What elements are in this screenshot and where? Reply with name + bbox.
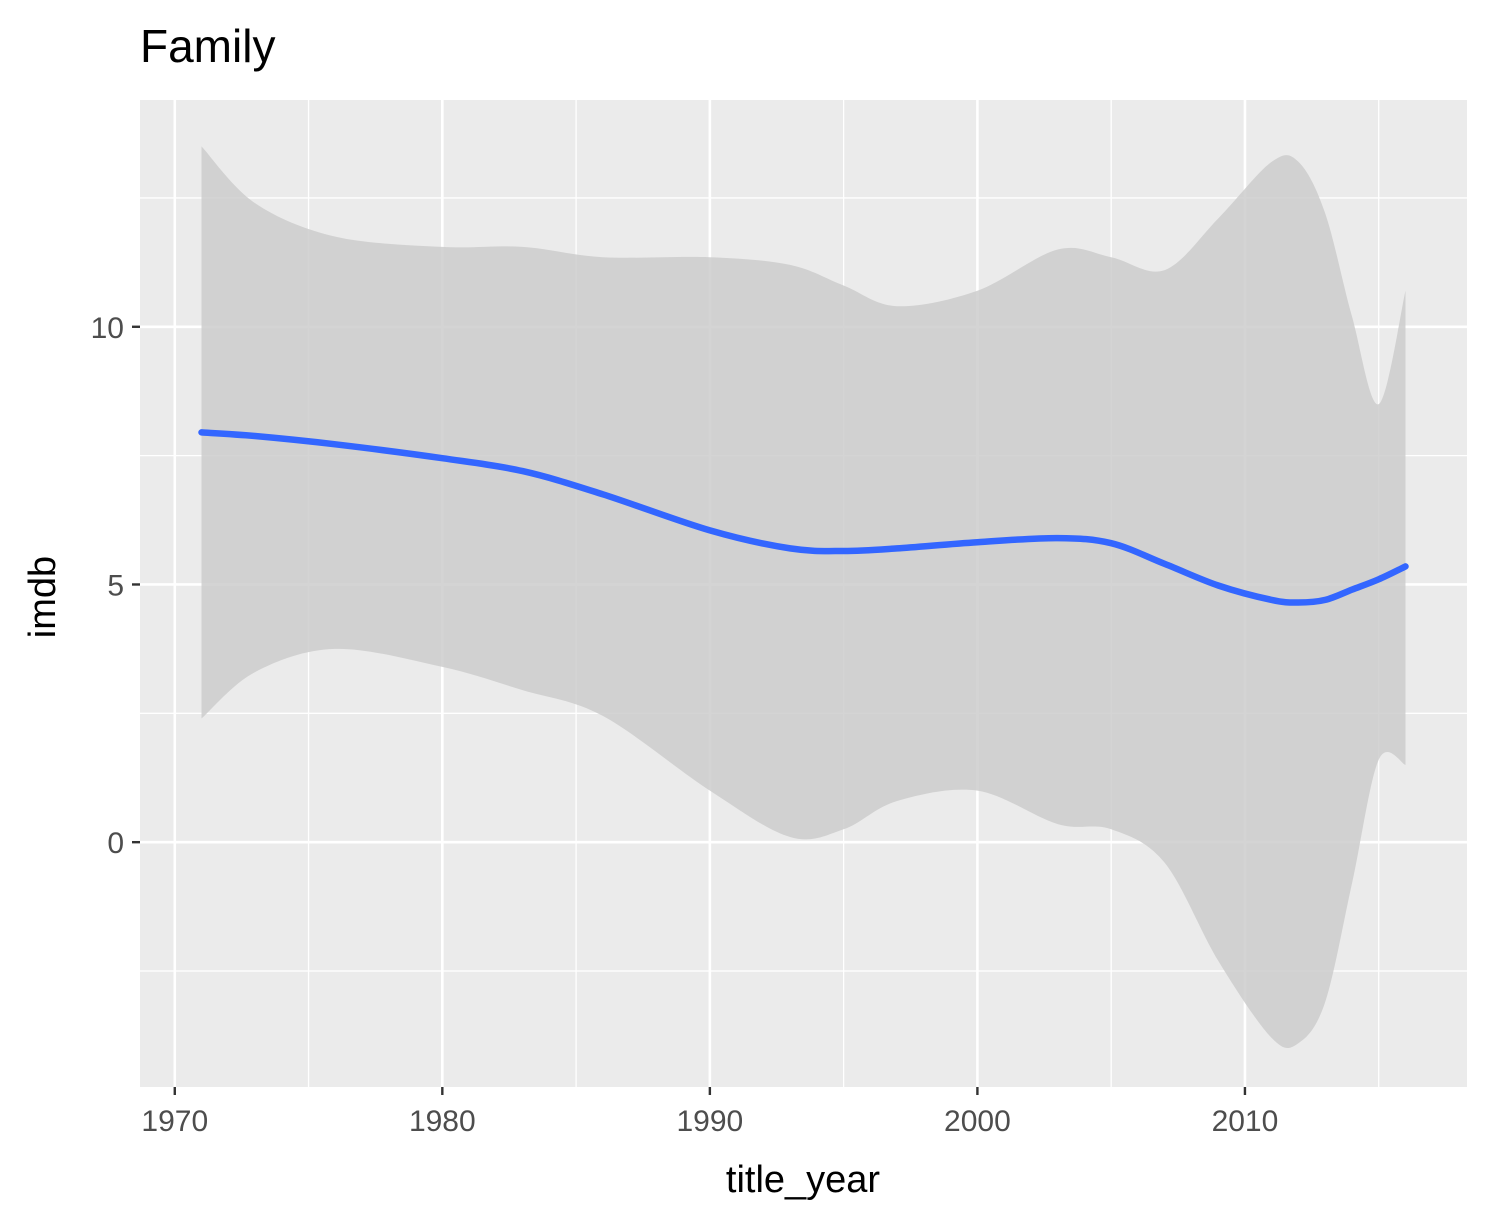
- y-tick-label: 5: [107, 569, 124, 602]
- x-tick-label: 2000: [944, 1105, 1011, 1138]
- y-tick-label: 10: [91, 312, 124, 345]
- x-tick-label: 1990: [676, 1105, 743, 1138]
- y-axis: 0 5 10: [91, 312, 140, 860]
- y-axis-title: imdb: [22, 556, 64, 638]
- y-tick-label: 0: [107, 827, 124, 860]
- chart-title: Family: [140, 20, 275, 72]
- confidence-ribbon: [201, 146, 1406, 1049]
- x-tick-label: 2010: [1212, 1105, 1279, 1138]
- x-axis: 1970 1980 1990 2000 2010: [141, 1087, 1278, 1138]
- x-axis-title: title_year: [726, 1159, 881, 1201]
- x-tick-label: 1980: [409, 1105, 476, 1138]
- x-tick-label: 1970: [141, 1105, 208, 1138]
- smooth-line: [198, 429, 1409, 606]
